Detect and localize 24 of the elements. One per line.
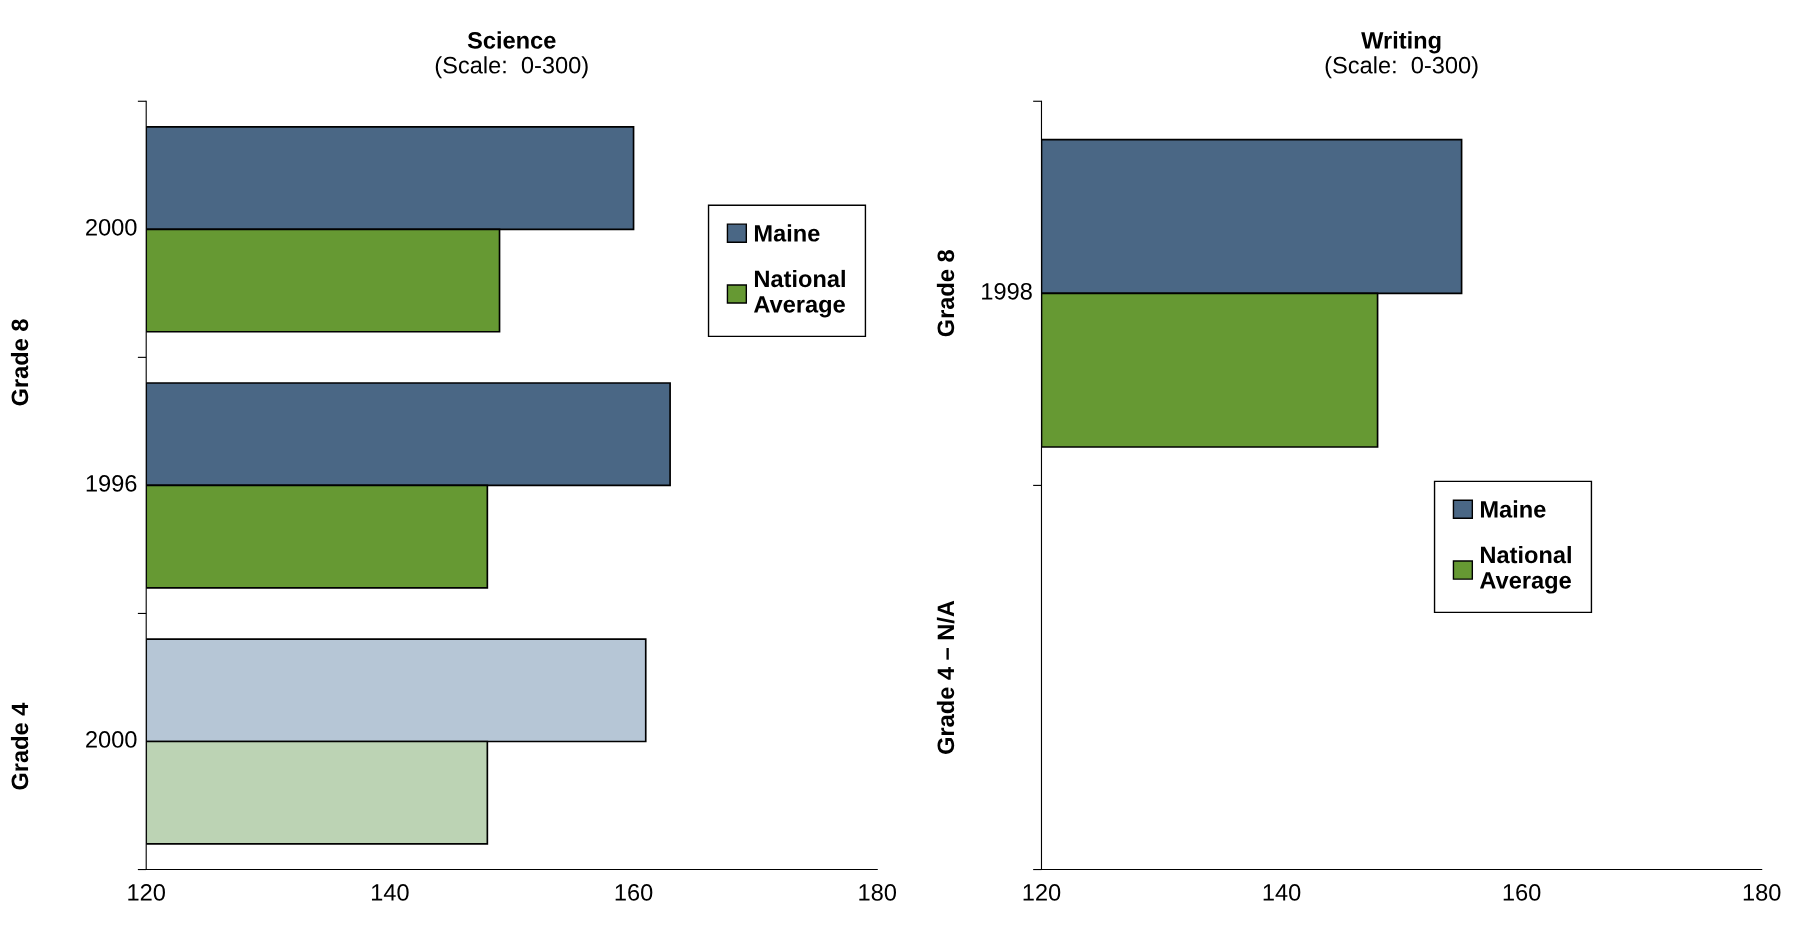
text: Grade 4 – N/A — [936, 600, 955, 754]
chart-subtitle: (Scale: 0-300) — [1325, 56, 1478, 79]
legend-label: National Average — [753, 269, 845, 318]
chart-title: Science — [467, 31, 556, 49]
x-tick-label: 140 — [1263, 884, 1301, 901]
x-tick-label: 120 — [1023, 884, 1061, 901]
chart-title: Writing — [1361, 31, 1441, 54]
y-tick-label: 1996 — [86, 475, 137, 492]
x-tick-label: 180 — [1743, 884, 1781, 901]
text: Grade 8 — [10, 319, 29, 406]
legend-label: Maine — [1480, 500, 1546, 518]
y-tick-label: 2000 — [86, 218, 137, 236]
text: Grade 4 — [10, 702, 29, 790]
legend-label: National Average — [1479, 545, 1571, 594]
x-tick-label: 140 — [371, 884, 409, 901]
text: Grade 8 — [936, 250, 955, 337]
y-tick-label: 1998 — [982, 282, 1032, 300]
x-tick-label: 120 — [128, 884, 165, 901]
x-tick-label: 180 — [859, 884, 897, 901]
x-tick-label: 160 — [615, 884, 653, 901]
y-tick-label: 2000 — [86, 731, 137, 748]
legend-label: Maine — [754, 224, 820, 242]
chart-subtitle: (Scale: 0-300) — [435, 56, 588, 79]
x-tick-label: 160 — [1503, 884, 1541, 901]
